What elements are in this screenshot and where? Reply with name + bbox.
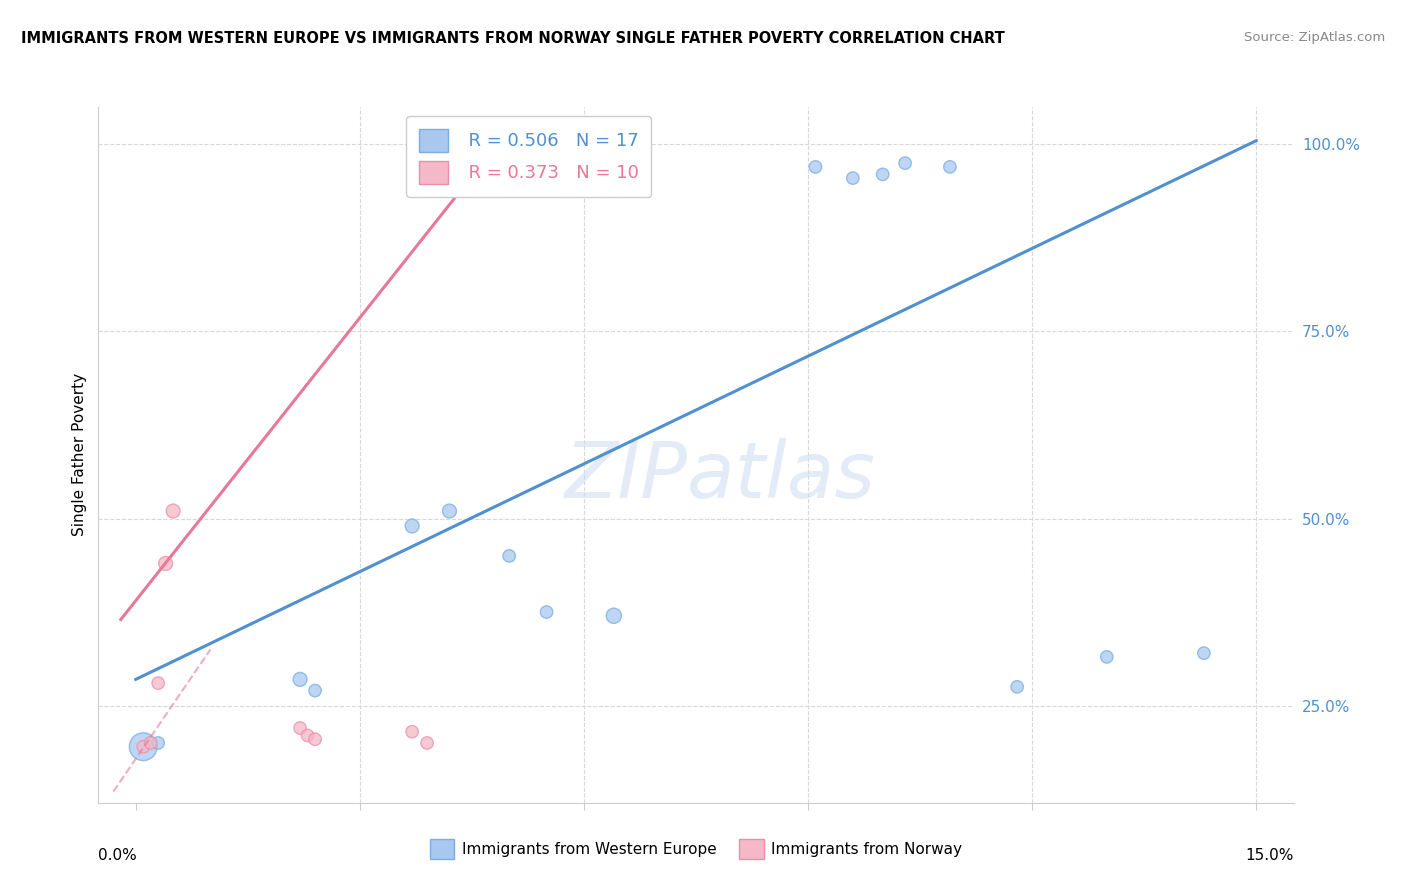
Point (155, 557, 177, 571)
Point (162, 504, 184, 518)
Point (148, 736, 170, 750)
Point (304, 683, 326, 698)
Y-axis label: Single Father Poverty: Single Father Poverty (72, 374, 87, 536)
Point (304, 732, 326, 747)
Point (288, 673, 311, 687)
Point (1005, 680, 1028, 694)
Point (842, 171, 865, 186)
Text: 15.0%: 15.0% (1246, 848, 1294, 863)
Text: IMMIGRANTS FROM WESTERN EUROPE VS IMMIGRANTS FROM NORWAY SINGLE FATHER POVERTY C: IMMIGRANTS FROM WESTERN EUROPE VS IMMIGR… (21, 31, 1005, 46)
Point (498, 549, 520, 563)
Point (939, 160, 962, 174)
Point (603, 608, 626, 623)
Point (401, 519, 423, 533)
Point (1095, 649, 1118, 664)
Point (894, 156, 917, 170)
Text: 0.0%: 0.0% (98, 848, 138, 863)
Point (288, 721, 311, 735)
Point (804, 160, 827, 174)
Point (416, 736, 439, 750)
Point (132, 739, 155, 754)
Text: ZIPatlas: ZIPatlas (564, 438, 876, 514)
Point (401, 724, 423, 739)
Point (439, 504, 461, 518)
Point (536, 605, 558, 619)
Point (1192, 646, 1215, 660)
Point (148, 676, 170, 690)
Point (139, 736, 162, 750)
Legend: Immigrants from Western Europe, Immigrants from Norway: Immigrants from Western Europe, Immigran… (423, 833, 969, 864)
Point (297, 729, 319, 743)
Point (132, 739, 155, 754)
Text: Source: ZipAtlas.com: Source: ZipAtlas.com (1244, 31, 1385, 45)
Point (872, 167, 894, 181)
